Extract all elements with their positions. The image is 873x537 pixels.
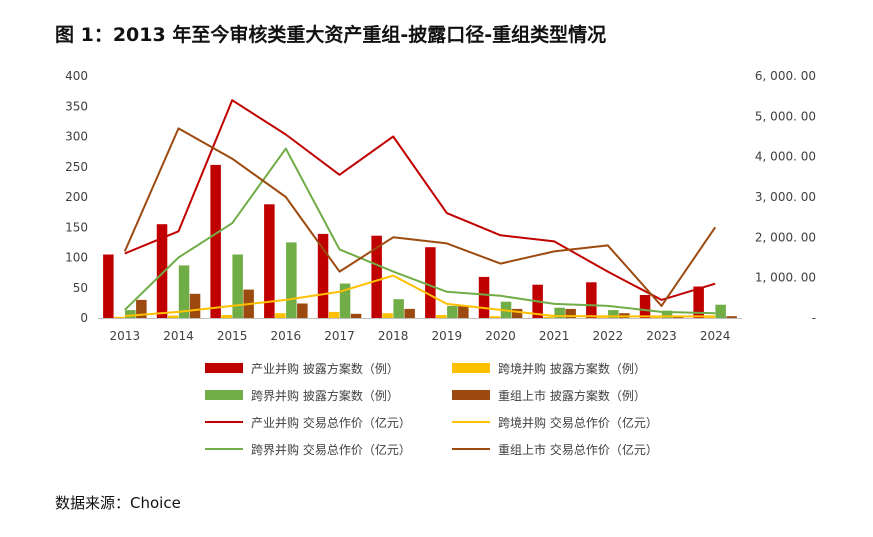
bar (232, 254, 243, 318)
legend: 产业并购 披露方案数（例） 跨境并购 披露方案数（例） 跨界并购 披露方案数（例） 重… (205, 361, 658, 457)
bar (136, 299, 147, 318)
legend-label: 产业并购 披露方案数（例） (251, 361, 399, 376)
right-tick-label: 2, 000. 00 (755, 230, 816, 244)
bar (586, 282, 597, 318)
x-tick-label: 2023 (646, 329, 677, 343)
right-tick-label: 4, 000. 00 (755, 150, 816, 164)
x-tick-label: 2013 (110, 329, 141, 343)
legend-label: 重组上市 交易总作价（亿元） (498, 442, 658, 457)
right-tick-label: 5, 000. 00 (755, 109, 816, 123)
legend-label: 重组上市 披露方案数（例） (498, 388, 646, 403)
bar (339, 283, 351, 318)
legend-label: 跨境并购 交易总作价（亿元） (498, 415, 658, 430)
bar (650, 317, 662, 318)
bar (726, 316, 737, 318)
bar (393, 299, 404, 318)
left-tick-label: 150 (65, 220, 88, 234)
line-series (123, 99, 717, 318)
x-tick-label: 2022 (593, 329, 624, 343)
bar (114, 316, 125, 318)
chart-title: 图 1：2013 年至今审核类重大资产重组-披露口径-重组类型情况 (55, 24, 607, 46)
chart: 0 50 100 150 200 250 300 350 400 - 1, 000. 00 2, 0… (65, 69, 816, 457)
bar (608, 310, 619, 318)
bar (328, 311, 340, 318)
left-tick-label: 0 (80, 311, 88, 325)
bar (286, 242, 297, 318)
bar (178, 265, 190, 318)
right-tick-label: 1, 000. 00 (755, 271, 816, 285)
series-line (123, 127, 717, 307)
bar (264, 204, 275, 318)
x-tick-label: 2015 (217, 329, 248, 343)
bar (103, 254, 114, 318)
right-tick-label: - (812, 311, 816, 325)
x-tick-label: 2014 (163, 329, 194, 343)
series-line (124, 147, 716, 315)
bar (436, 315, 447, 318)
left-tick-label: 350 (65, 99, 88, 113)
bar (543, 316, 554, 318)
bar (125, 310, 136, 318)
right-tick-label: 3, 000. 00 (755, 190, 816, 204)
bar (511, 308, 523, 318)
right-tick-label: 6, 000. 00 (755, 69, 816, 83)
bar (554, 307, 565, 318)
bar (189, 293, 201, 318)
bar (478, 276, 490, 318)
legend-swatch (452, 390, 490, 400)
bar (404, 308, 415, 318)
x-tick-label: 2020 (485, 329, 516, 343)
bar (639, 295, 651, 318)
bar (382, 313, 393, 318)
bar (693, 286, 704, 318)
source-note: 数据来源：Choice (55, 494, 181, 512)
legend-label: 跨境并购 披露方案数（例） (498, 361, 646, 376)
legend-label: 跨界并购 披露方案数（例） (251, 388, 399, 403)
right-axis: - 1, 000. 00 2, 000. 00 3, 000. 00 4, 000. 0… (755, 69, 816, 325)
legend-swatch (452, 363, 490, 373)
bar (210, 164, 221, 318)
x-tick-label: 2021 (539, 329, 570, 343)
left-tick-label: 200 (65, 190, 88, 204)
legend-label: 产业并购 交易总作价（亿元） (251, 415, 411, 430)
legend-label: 跨界并购 交易总作价（亿元） (251, 442, 411, 457)
series-line (124, 274, 716, 318)
bar (565, 308, 576, 318)
bar (661, 310, 673, 318)
bar-series (103, 164, 737, 318)
bar (425, 247, 436, 318)
legend-swatch (205, 390, 243, 400)
bar (597, 317, 608, 318)
bar (156, 224, 168, 318)
x-tick-label: 2017 (324, 329, 355, 343)
bar (489, 316, 501, 318)
x-tick-label: 2016 (271, 329, 302, 343)
x-tick-label: 2024 (700, 329, 731, 343)
bar (275, 313, 286, 318)
left-tick-label: 50 (73, 281, 88, 295)
bar (167, 315, 179, 318)
left-tick-label: 250 (65, 160, 88, 174)
left-tick-label: 400 (65, 69, 88, 83)
bar (371, 235, 382, 318)
bar (221, 315, 232, 318)
x-tick-label: 2018 (378, 329, 409, 343)
series-line (124, 99, 716, 301)
x-tick-label: 2019 (432, 329, 463, 343)
left-tick-label: 300 (65, 130, 88, 144)
bar (350, 313, 362, 318)
left-tick-label: 100 (65, 251, 88, 265)
bar (458, 305, 469, 318)
bar (715, 304, 726, 318)
bar (704, 317, 715, 318)
left-axis: 0 50 100 150 200 250 300 350 400 (65, 69, 88, 325)
bar (447, 305, 458, 318)
x-axis: 2013 2014 2015 2016 2017 2018 2019 2020 2021 2022… (110, 329, 731, 343)
legend-swatch (205, 363, 243, 373)
bar (297, 303, 308, 318)
bar (317, 233, 329, 318)
